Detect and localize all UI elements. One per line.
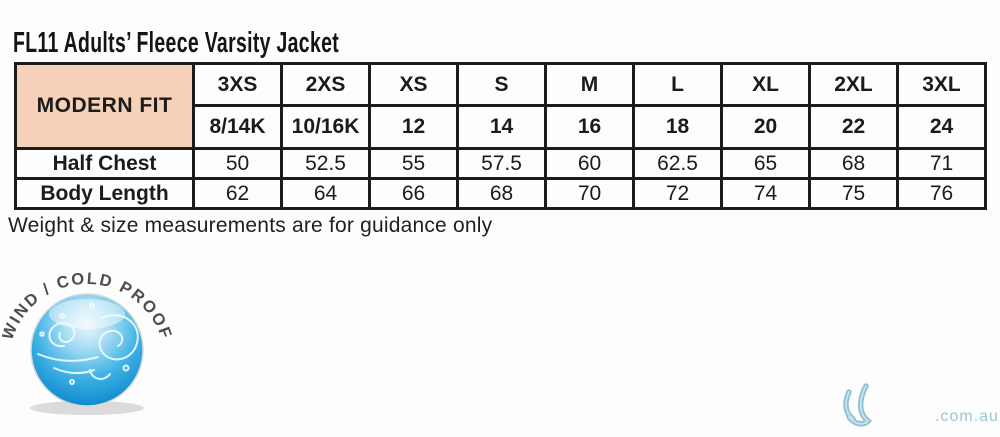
- measurement-value: 62: [192, 177, 283, 210]
- measurement-value: 62.5: [632, 147, 723, 180]
- measurement-value: 68: [808, 147, 899, 180]
- size-header: XL: [720, 62, 811, 107]
- measurement-value: 65: [720, 147, 811, 180]
- measurement-value: 76: [896, 177, 987, 210]
- size-code: 10/16K: [280, 104, 371, 150]
- measurement-value: 70: [544, 177, 635, 210]
- measurement-row: Half Chest 50 52.5 55 57.5 60 62.5 65 68 71: [14, 147, 987, 180]
- watermark: .com.au: [830, 378, 998, 433]
- brand-logo-icon: [843, 383, 873, 427]
- measurement-value: 60: [544, 147, 635, 180]
- wind-cold-proof-icon: WIND / COLD PROOF: [0, 270, 173, 415]
- size-header: XS: [368, 62, 459, 107]
- size-header: S: [456, 62, 547, 107]
- fit-label-cell: MODERN FIT: [14, 62, 195, 150]
- measurement-value: 66: [368, 177, 459, 210]
- size-code: 8/14K: [192, 104, 283, 150]
- measurement-value: 55: [368, 147, 459, 180]
- size-header: 3XL: [896, 62, 987, 107]
- guidance-note: Weight & size measurements are for guida…: [8, 214, 493, 237]
- measurement-value: 50: [192, 147, 283, 180]
- measurement-row: Body Length 62 64 66 68 70 72 74 75 76: [14, 177, 987, 210]
- size-header: L: [632, 62, 723, 107]
- badge-gloss-highlight: [49, 299, 125, 329]
- size-code: 22: [808, 104, 899, 150]
- measurement-label: Body Length: [14, 177, 195, 210]
- size-code: 12: [368, 104, 459, 150]
- measurement-label: Half Chest: [14, 147, 195, 180]
- measurement-value: 64: [280, 177, 371, 210]
- wind-cold-proof-badge: WIND / COLD PROOF: [0, 258, 182, 437]
- measurement-value: 52.5: [280, 147, 371, 180]
- size-header-row: MODERN FIT 3XS 2XS XS S M L XL 2XL 3XL: [14, 62, 987, 150]
- measurement-value: 74: [720, 177, 811, 210]
- badge-shadow: [30, 401, 144, 415]
- measurement-value: 68: [456, 177, 547, 210]
- measurement-rows: Half Chest 50 52.5 55 57.5 60 62.5 65 68 71 Body L…: [14, 147, 987, 210]
- size-header: 2XL: [808, 62, 899, 107]
- size-header: 2XS: [280, 62, 371, 107]
- size-code: 20: [720, 104, 811, 150]
- size-code: 18: [632, 104, 723, 150]
- size-header: M: [544, 62, 635, 107]
- measurement-value: 71: [896, 147, 987, 180]
- measurement-value: 57.5: [456, 147, 547, 180]
- size-code: 24: [896, 104, 987, 150]
- page-title: FL11 Adults’ Fleece Varsity Jacket: [13, 27, 340, 59]
- size-code-row: 8/14K 10/16K 12 14 16 18 20 22 24: [16, 104, 987, 150]
- watermark-domain: .com.au: [935, 408, 999, 425]
- badge-sphere: [30, 293, 144, 407]
- size-code: 14: [456, 104, 547, 150]
- measurement-value: 72: [632, 177, 723, 210]
- size-code: 16: [544, 104, 635, 150]
- size-chart-table: MODERN FIT 3XS 2XS XS S M L XL 2XL 3XL 8/14K 10/1…: [14, 62, 987, 210]
- wind-swirl-icon: [37, 303, 139, 385]
- size-header: 3XS: [192, 62, 283, 107]
- measurement-value: 75: [808, 177, 899, 210]
